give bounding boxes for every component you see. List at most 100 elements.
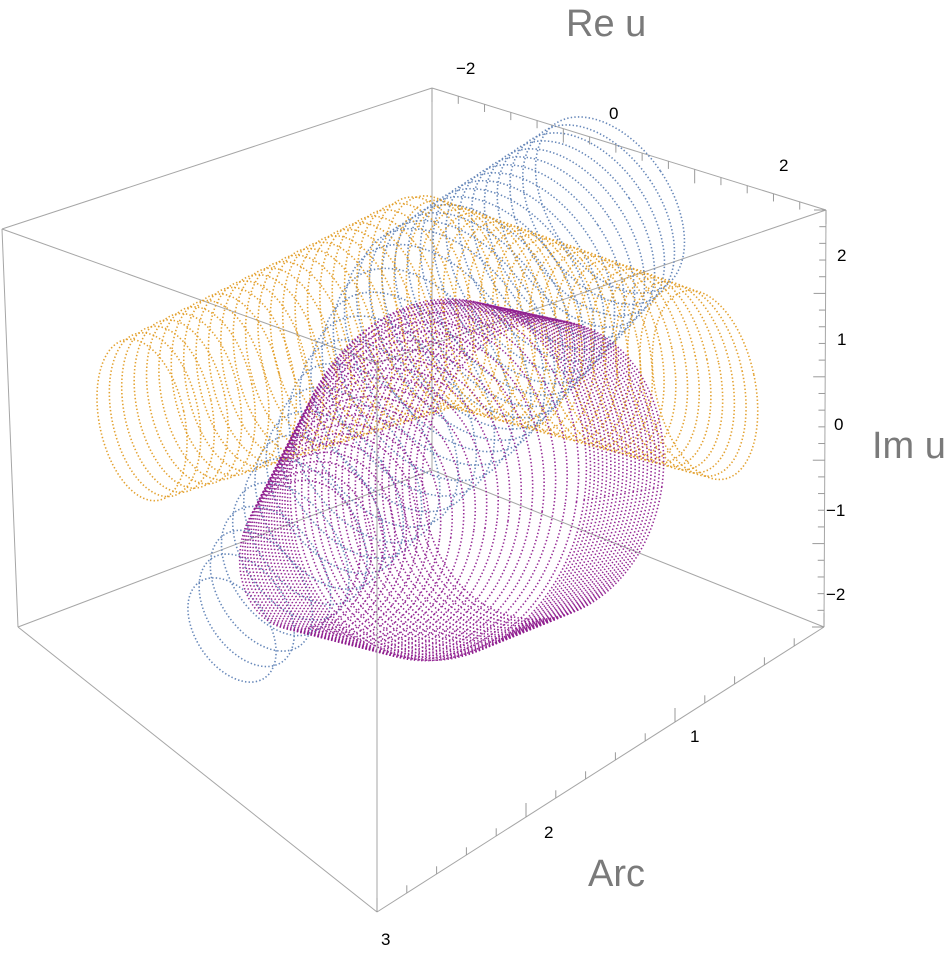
series-3-ring <box>367 310 632 638</box>
series-1-ring <box>355 227 546 453</box>
series-2-ring <box>393 199 513 412</box>
series-3-ring <box>254 423 431 641</box>
series-1-ring <box>310 315 478 513</box>
series-2-ring <box>565 259 677 458</box>
series-2-ring <box>195 286 298 468</box>
box-edge-top-back <box>1 87 433 230</box>
series-2-ring <box>626 281 736 474</box>
im-tick-label-0: 0 <box>834 415 843 434</box>
series-3-ring <box>414 318 661 623</box>
series-1-ring <box>231 481 350 621</box>
arc-tick-label-3: 3 <box>381 930 390 949</box>
series-3-ring <box>294 298 588 662</box>
series-2-ring <box>516 242 630 445</box>
im-axis-title: Im u <box>872 425 946 467</box>
series-3-ring <box>286 311 568 660</box>
series-2-ring <box>331 215 448 422</box>
series-1-ring <box>287 362 441 544</box>
series-1-ring <box>483 148 646 340</box>
series-2-ring <box>528 246 642 448</box>
re-axis-title: Re u <box>566 3 646 45</box>
series-1-ring <box>496 140 656 328</box>
series-2-ring <box>417 207 537 419</box>
re-tick-label-neg2: −2 <box>456 59 475 78</box>
series-1-ring <box>368 219 556 442</box>
tick-marks-layer <box>376 88 827 912</box>
series-3-ring <box>361 309 628 640</box>
series-3-ring <box>257 414 442 642</box>
series-2-ring <box>356 202 475 414</box>
series-1-ring <box>509 132 666 317</box>
series-2-ring <box>319 222 434 426</box>
series-3-ring <box>394 315 649 629</box>
series-3-ring <box>260 404 454 644</box>
series-2-ring <box>244 260 352 452</box>
series-2-ring <box>96 338 188 502</box>
series-3-ring <box>270 367 500 650</box>
series-2-ring <box>602 272 712 468</box>
series-3-ring <box>273 358 511 652</box>
box-edge-top-left <box>1 228 378 364</box>
box-edge-top-front <box>376 209 827 364</box>
series-3-ring <box>307 300 596 657</box>
point-series-layer <box>96 116 759 683</box>
im-tick-label-neg1: −1 <box>826 501 845 520</box>
series-2-ring <box>120 325 216 494</box>
series-2-ring <box>182 293 284 473</box>
series-2-ring <box>553 255 665 455</box>
im-tick-label-1: 1 <box>837 330 846 349</box>
series-2-ring <box>294 234 407 435</box>
series-2-ring <box>479 229 595 435</box>
series-2-ring <box>491 233 607 438</box>
box-edge-bottom-back <box>17 469 433 628</box>
series-2-ring <box>442 216 560 426</box>
box-edge-vertical-right <box>823 209 827 628</box>
series-2-ring <box>614 276 724 471</box>
series-3-ring <box>341 306 616 647</box>
series-3-ring <box>278 339 534 655</box>
series-3-ring <box>374 311 637 636</box>
re-tick-label-0: 0 <box>609 104 618 123</box>
series-3-ring <box>354 308 624 642</box>
box-edge-bottom-left <box>17 626 378 913</box>
re-tick-label-2: 2 <box>779 156 788 175</box>
series-2-ring <box>381 195 501 409</box>
series-1-ring <box>393 203 576 419</box>
arc-tick-label-1: 1 <box>690 727 699 746</box>
series-3-ring <box>289 302 580 662</box>
series-3-ring <box>408 317 657 625</box>
series-3-ring <box>300 299 592 659</box>
series-1-ring <box>242 458 368 606</box>
series-1-ring <box>220 505 332 637</box>
series-1-ring <box>298 338 459 528</box>
im-tick-label-neg2: −2 <box>826 585 845 604</box>
series-2-ring <box>577 263 689 461</box>
series-2-ring <box>405 203 525 416</box>
series-1-ring <box>198 553 296 668</box>
series-1-ring <box>265 410 405 575</box>
series-3-ring <box>327 304 608 651</box>
series-2-ring <box>589 268 701 465</box>
series-1-ring <box>332 267 514 482</box>
series-3-ring <box>244 460 385 634</box>
series-3-ring <box>262 395 465 646</box>
series-3-ring <box>241 470 373 633</box>
series-2-ring <box>170 299 270 477</box>
arc-axis-title: Arc <box>588 853 645 895</box>
series-1-ring <box>534 116 686 294</box>
series-2-ring <box>145 312 243 485</box>
series-1-ring <box>432 179 606 385</box>
arc-tick-label-2: 2 <box>544 823 553 842</box>
series-3-ring <box>388 314 645 632</box>
series-3-ring <box>246 451 396 636</box>
series-2-ring <box>454 220 572 429</box>
series-3-ring <box>421 319 665 621</box>
series-3-ring <box>320 302 604 653</box>
series-2-ring <box>207 280 311 464</box>
series-2-ring <box>158 306 257 481</box>
series-2-ring <box>651 289 759 481</box>
series-3-ring <box>314 301 600 655</box>
series-2-ring <box>108 332 202 498</box>
series-1-ring <box>470 156 636 351</box>
